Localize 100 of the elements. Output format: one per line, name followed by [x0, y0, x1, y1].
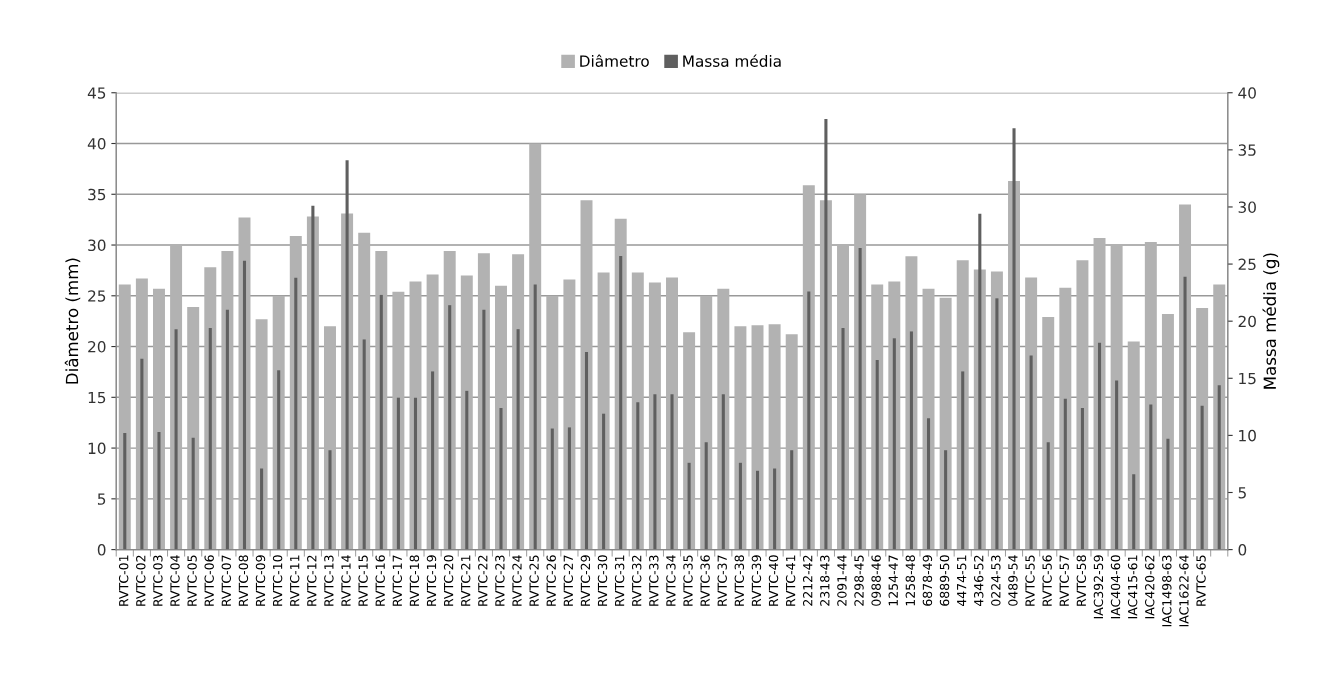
- bar: [653, 394, 657, 550]
- y2-tick-label: 25: [1238, 258, 1256, 271]
- x-tick-label: IAC392-59: [1093, 555, 1104, 619]
- bar: [191, 437, 195, 550]
- y2-tick-label: 40: [1238, 87, 1256, 99]
- x-tick-label: 0988-46: [871, 555, 881, 606]
- y2-tick-label: 5: [1238, 487, 1246, 499]
- bar: [157, 431, 161, 550]
- bar: [1097, 342, 1102, 550]
- bar: [1063, 398, 1067, 550]
- y-tick-label: 45: [87, 87, 106, 99]
- x-tick-label: 0489-54: [1008, 555, 1018, 606]
- x-tick-label: 6889-50: [939, 555, 950, 606]
- y-tick-label: 15: [88, 391, 106, 404]
- x-tick-label: 4474-51: [957, 555, 967, 607]
- bar: [636, 402, 640, 550]
- bar: [602, 413, 606, 550]
- y2-tick-label: 10: [1239, 429, 1256, 442]
- x-tick-label: RVTC-16: [375, 555, 385, 606]
- x-tick-label: IAC404-60: [1110, 555, 1121, 619]
- x-tick-label: RVTC-32: [631, 555, 642, 606]
- x-tick-label: 2318-43: [820, 555, 830, 606]
- bar: [738, 462, 742, 550]
- bar: [670, 394, 674, 550]
- x-tick-label: RVTC-07: [221, 555, 232, 606]
- bar: [140, 358, 144, 550]
- y-axis-title: Diâmetro (mm): [64, 258, 81, 384]
- x-tick-label: RVTC-37: [717, 555, 727, 606]
- bar: [961, 371, 965, 550]
- bar: [704, 442, 708, 550]
- bar: [1149, 404, 1153, 550]
- x-tick-label: RVTC-13: [324, 555, 334, 606]
- y-tick-label: 5: [97, 493, 106, 505]
- x-tick-label: RVTC-12: [307, 555, 317, 606]
- x-tick-label: RVTC-24: [512, 555, 522, 606]
- bar: [567, 427, 571, 550]
- x-tick-label: RVTC-04: [170, 555, 180, 606]
- x-tick-label: RVTC-36: [700, 555, 710, 606]
- bar: [939, 297, 952, 550]
- bar: [773, 468, 777, 550]
- x-tick-label: IAC420-62: [1145, 555, 1155, 619]
- y-tick-label: 0: [97, 544, 106, 556]
- x-tick-label: RVTC-22: [478, 555, 488, 606]
- bar: [768, 324, 781, 550]
- bar: [396, 397, 400, 550]
- y2-tick-label: 15: [1239, 372, 1256, 385]
- bar: [123, 433, 127, 550]
- x-tick-label: RVTC-11: [289, 555, 300, 606]
- y2-tick-label: 30: [1238, 201, 1256, 213]
- x-tick-label: RVTC-38: [734, 555, 745, 606]
- bar: [1200, 405, 1204, 550]
- x-tick-label: RVTC-20: [443, 555, 454, 606]
- x-tick-label: RVTC-25: [529, 555, 539, 606]
- x-tick-label: RVTC-03: [153, 555, 163, 606]
- bar: [683, 332, 696, 550]
- bar: [1115, 380, 1119, 550]
- x-tick-label: RVTC-09: [255, 555, 266, 606]
- bar: [277, 370, 281, 550]
- y2-tick-label: 0: [1238, 544, 1247, 556]
- y2-tick-label: 35: [1238, 144, 1256, 156]
- bar: [1217, 385, 1221, 550]
- x-tick-label: RVTC-01: [118, 555, 129, 606]
- x-tick-label: RVTC-65: [1196, 555, 1206, 606]
- y-tick-label: 20: [88, 341, 106, 353]
- y-tick-label: 35: [88, 188, 106, 201]
- x-tick-label: RVTC-58: [1076, 555, 1087, 606]
- x-tick-label: IAC1498-63: [1162, 555, 1172, 627]
- bar: [721, 394, 725, 550]
- bar: [431, 371, 435, 550]
- y-tick-label: 40: [87, 137, 106, 150]
- y-tick-label: 30: [88, 239, 106, 252]
- y-tick-label: 10: [88, 442, 106, 455]
- x-tick-label: RVTC-02: [136, 555, 146, 606]
- x-tick-label: RVTC-10: [272, 555, 283, 606]
- x-tick-label: RVTC-18: [409, 555, 420, 606]
- x-tick-label: RVTC-27: [563, 555, 574, 606]
- bar: [1080, 407, 1084, 550]
- bar: [550, 428, 554, 550]
- x-tick-label: RVTC-23: [495, 555, 505, 606]
- y2-tick-label: 20: [1238, 315, 1256, 328]
- y-tick-label: 25: [88, 290, 106, 302]
- x-tick-label: RVTC-21: [460, 555, 471, 606]
- x-tick-label: RVTC-31: [614, 555, 625, 606]
- x-tick-label: RVTC-57: [1059, 555, 1069, 606]
- x-tick-label: RVTC-34: [666, 555, 676, 606]
- bar: [687, 462, 691, 550]
- bar: [1132, 474, 1136, 550]
- bar: [499, 407, 503, 550]
- x-tick-label: 2298-45: [854, 555, 864, 606]
- bar: [909, 331, 913, 550]
- x-tick-label: RVTC-06: [204, 555, 214, 606]
- bar: [516, 329, 520, 550]
- bar: [875, 360, 879, 550]
- x-tick-label: 1254-47: [888, 555, 898, 606]
- bar: [841, 328, 845, 550]
- x-tick-label: 4346-52: [973, 555, 984, 607]
- bar: [807, 291, 811, 550]
- bar: [1166, 438, 1170, 550]
- x-tick-label: RVTC-26: [546, 555, 556, 606]
- x-tick-label: RVTC-56: [1042, 555, 1052, 606]
